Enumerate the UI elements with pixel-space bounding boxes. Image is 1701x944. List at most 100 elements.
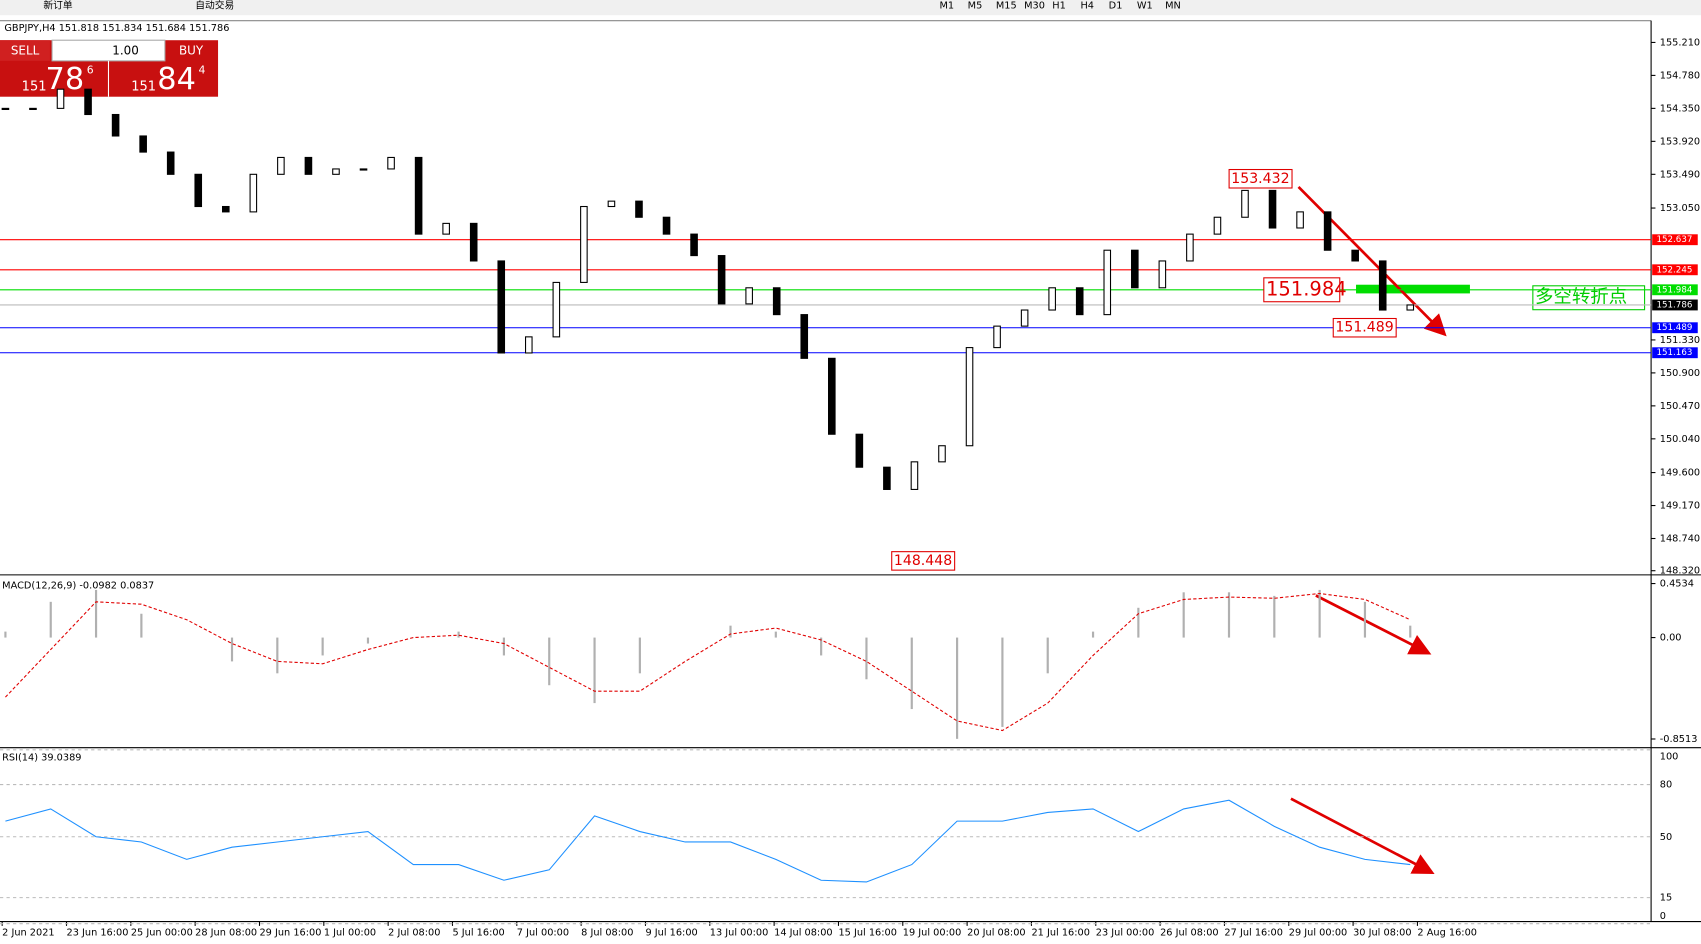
candle [635, 200, 643, 218]
candle [828, 357, 836, 435]
macd-bar [94, 589, 98, 638]
y-tick-label: 154.780 [1660, 70, 1700, 81]
sell-label[interactable]: SELL [11, 44, 40, 58]
level-tag [1652, 264, 1698, 276]
candle [525, 336, 533, 354]
y-tick-label: 150.040 [1660, 434, 1700, 445]
ask-main: 84 [157, 62, 196, 97]
x-tick-label: 8 Jul 08:00 [581, 927, 633, 938]
lot-input[interactable] [51, 39, 166, 62]
y-tick-label: 153.050 [1660, 203, 1700, 214]
period-button[interactable]: M15 [996, 0, 1017, 11]
candle [29, 107, 37, 111]
y-tick-label: 80 [1660, 780, 1672, 791]
candle [221, 205, 230, 213]
candle [910, 461, 919, 490]
x-tick-label: 2 Aug 16:00 [1417, 927, 1477, 938]
x-tick-label: 23 Jun 16:00 [66, 927, 128, 938]
new-order[interactable]: 新订单 [43, 0, 73, 11]
level-label: 151.163 [1657, 348, 1693, 358]
y-tick-label: 0.00 [1660, 633, 1682, 644]
candle [442, 222, 450, 235]
price-callout-label: 148.448 [894, 553, 952, 569]
macd-bar [820, 637, 823, 656]
price-callout [1228, 168, 1293, 189]
x-tick-label: 26 Jul 08:00 [1160, 927, 1219, 938]
candle [993, 325, 1001, 349]
candle [1131, 249, 1139, 289]
auto-trade[interactable]: 自动交易 [195, 0, 234, 11]
macd-bar [865, 637, 868, 680]
period-button[interactable]: M30 [1024, 0, 1045, 11]
macd-bar [366, 637, 370, 644]
level-tag [1652, 284, 1698, 296]
macd-title: MACD(12,26,9) -0.0982 0.0837 [2, 581, 154, 592]
period-button[interactable]: D1 [1109, 0, 1123, 11]
toolbar [0, 0, 1701, 16]
y-tick-label: 15 [1660, 893, 1672, 904]
x-tick-label: 13 Jul 00:00 [710, 927, 769, 938]
macd-bar [548, 637, 551, 686]
buy-label[interactable]: BUY [179, 44, 204, 58]
macd-signal [5, 592, 1411, 732]
y-tick-label: 150.470 [1660, 401, 1700, 412]
x-tick-label: 27 Jul 16:00 [1224, 927, 1283, 938]
macd-bar [1182, 592, 1185, 638]
period-button[interactable]: M1 [939, 0, 954, 11]
candle [883, 466, 891, 490]
symbol-info: GBPJPY,H4 151.818 151.834 151.684 151.78… [4, 23, 229, 34]
lot-value[interactable]: 1.00 [112, 44, 139, 58]
period-button[interactable]: M5 [968, 0, 983, 11]
period-button[interactable]: MN [1165, 0, 1181, 11]
candle [772, 287, 781, 316]
y-tick-label: 100 [1660, 751, 1679, 762]
candle [965, 347, 974, 447]
trend-arrow [1290, 797, 1435, 875]
macd-bar [910, 637, 913, 710]
candle [1186, 233, 1194, 262]
candle [745, 287, 753, 305]
macd-bar [49, 601, 52, 638]
period-button[interactable]: H1 [1052, 0, 1066, 11]
candle [84, 88, 92, 116]
y-tick-label: 149.600 [1660, 468, 1700, 479]
x-tick-label: 20 Jul 08:00 [967, 927, 1026, 938]
x-tick-label: 14 Jul 08:00 [774, 927, 833, 938]
candle [56, 88, 65, 109]
turn-note: 多空转折点 [1535, 287, 1627, 308]
candle [1268, 189, 1277, 229]
y-tick-label: 153.920 [1660, 136, 1700, 147]
macd-bar [140, 613, 143, 638]
macd-bar [729, 625, 732, 638]
turn-note-box [1532, 285, 1646, 311]
macd-bar [1409, 625, 1412, 638]
bid-small: 6 [87, 64, 94, 77]
candle [359, 168, 368, 171]
candle [1378, 260, 1387, 311]
candle [855, 433, 864, 468]
period-button[interactable]: W1 [1137, 0, 1153, 11]
sell-button[interactable] [0, 40, 50, 61]
level-label: 152.245 [1657, 265, 1693, 275]
y-tick-label: 0.4534 [1660, 579, 1694, 590]
candle [304, 156, 313, 175]
candle [800, 314, 809, 359]
y-tick-label: 148.320 [1660, 566, 1700, 577]
level-label: 151.786 [1657, 300, 1693, 310]
x-tick-label: 19 Jul 00:00 [903, 927, 962, 938]
candle [690, 233, 698, 257]
candle [1020, 309, 1029, 327]
candle [497, 260, 506, 354]
period-button[interactable]: H4 [1080, 0, 1094, 11]
price-callout [1263, 277, 1341, 303]
candle [1323, 211, 1332, 251]
candle [139, 135, 147, 153]
x-tick-label: 29 Jul 00:00 [1289, 927, 1348, 938]
x-tick-label: 2 Jul 08:00 [388, 927, 440, 938]
bid-big: 151 [22, 79, 47, 94]
price-callout-label: 151.984 [1266, 277, 1347, 300]
macd-bar [638, 637, 641, 674]
y-tick-label: 153.490 [1660, 169, 1700, 180]
macd-bar [1137, 607, 1140, 638]
